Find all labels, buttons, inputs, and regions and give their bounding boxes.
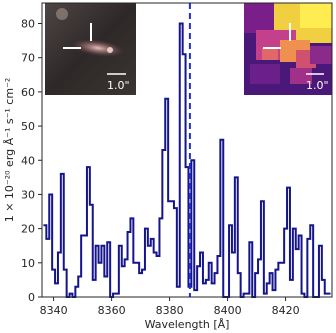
x-tick-label: 8400 (214, 304, 242, 317)
y-tick-label: 20 (21, 223, 35, 236)
y-tick-label: 10 (21, 257, 35, 270)
inset-optical-image: 1.0" (45, 3, 136, 95)
y-tick-label: 70 (21, 52, 35, 65)
y-tick-label: 30 (21, 188, 35, 201)
spectrum-step-line (43, 22, 331, 298)
inset-map-scale-label: 1.0" (306, 79, 329, 92)
inset-line-map: 1.0" (244, 3, 332, 95)
x-tick-label: 8360 (98, 304, 126, 317)
x-tick-label: 8380 (156, 304, 184, 317)
plot-frame (41, 2, 333, 298)
x-axis-label: Wavelength [Å] (145, 318, 230, 331)
y-tick-label: 0 (28, 291, 35, 304)
y-tick-label: 80 (21, 18, 35, 31)
y-tick-label: 50 (21, 120, 35, 133)
y-tick-label: 60 (21, 86, 35, 99)
y-axis-ticks: 0 10 20 30 40 50 60 70 80 (21, 18, 42, 304)
x-tick-label: 8340 (40, 304, 68, 317)
x-tick-label: 8420 (272, 304, 300, 317)
y-tick-label: 40 (21, 154, 35, 167)
y-axis-label: 1 × 10⁻²⁰ erg Å⁻¹ s⁻¹ cm⁻² (3, 78, 16, 223)
inset-optical-scale-label: 1.0" (107, 79, 130, 92)
x-axis-ticks: 8340 8360 8380 8400 8420 (40, 297, 300, 317)
